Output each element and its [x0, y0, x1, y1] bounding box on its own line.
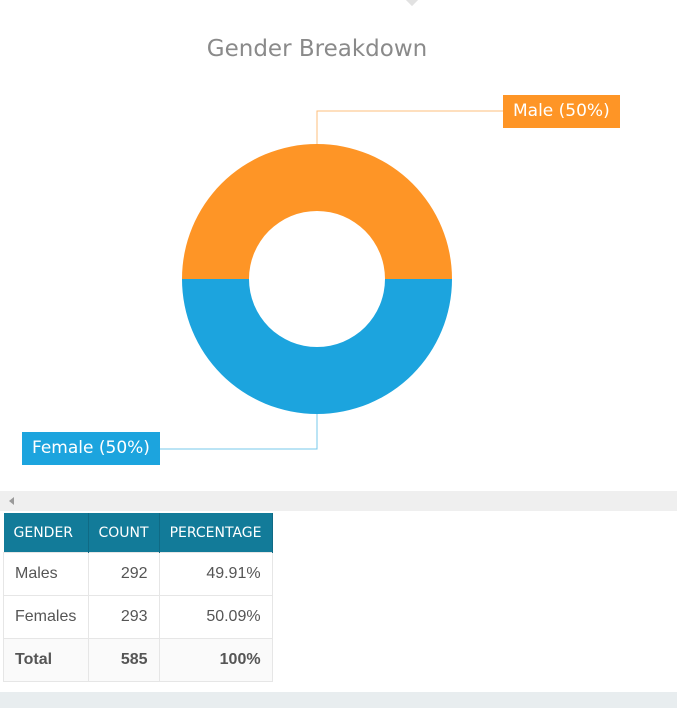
slice-female[interactable]	[182, 279, 452, 414]
scroll-left-icon[interactable]	[9, 497, 14, 505]
table-row: Females 293 50.09%	[3, 595, 273, 639]
horizontal-scrollbar[interactable]	[0, 491, 677, 511]
female-slice-label: Female (50%)	[22, 432, 160, 465]
male-slice-label: Male (50%)	[503, 95, 620, 128]
slice-male[interactable]	[182, 144, 452, 279]
total-count-cell: 585	[87, 638, 160, 682]
column-header-count[interactable]: COUNT	[88, 513, 160, 553]
donut-chart	[146, 110, 503, 450]
gender-table: GENDER COUNT PERCENTAGE Males 292 49.91%…	[3, 513, 273, 682]
bottom-scrollbar[interactable]	[0, 692, 677, 708]
count-cell: 292	[87, 552, 160, 596]
table-row: Males 292 49.91%	[3, 552, 273, 596]
percentage-cell: 49.91%	[158, 552, 273, 596]
column-header-percentage[interactable]: PERCENTAGE	[159, 513, 273, 553]
table-total-row: Total 585 100%	[3, 638, 273, 682]
male-leader-line	[316, 110, 503, 145]
gender-cell: Females	[3, 595, 89, 639]
female-leader-line	[146, 414, 318, 450]
column-header-gender[interactable]: GENDER	[3, 513, 89, 553]
total-percentage-cell: 100%	[158, 638, 273, 682]
total-label-cell: Total	[3, 638, 89, 682]
gender-cell: Males	[3, 552, 89, 596]
count-cell: 293	[87, 595, 160, 639]
percentage-cell: 50.09%	[158, 595, 273, 639]
table-header-row: GENDER COUNT PERCENTAGE	[3, 513, 273, 553]
chart-title: Gender Breakdown	[206, 36, 428, 62]
